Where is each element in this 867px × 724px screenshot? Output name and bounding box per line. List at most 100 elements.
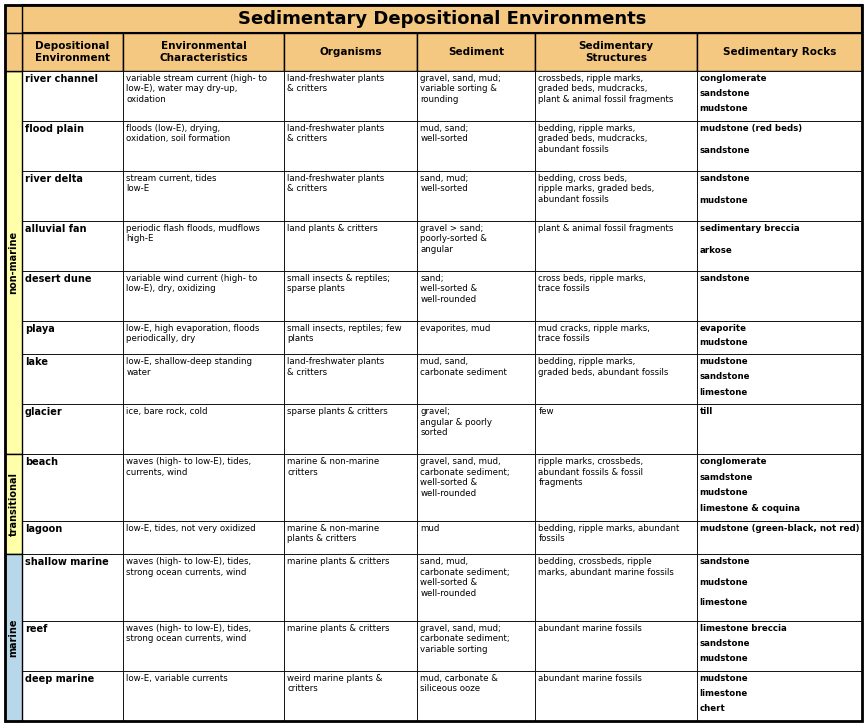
Text: sandstone: sandstone xyxy=(700,89,750,98)
Bar xyxy=(696,121,862,171)
Bar xyxy=(22,5,862,33)
Bar xyxy=(123,171,284,221)
Text: mudstone (green-black, not red): mudstone (green-black, not red) xyxy=(700,524,859,533)
Text: abundant marine fossils: abundant marine fossils xyxy=(538,624,642,633)
Text: mudstone: mudstone xyxy=(700,578,748,586)
Bar xyxy=(123,33,284,71)
Bar xyxy=(123,455,284,521)
Bar xyxy=(536,521,696,555)
Text: land-freshwater plants
& critters: land-freshwater plants & critters xyxy=(287,174,385,193)
Text: beach: beach xyxy=(25,458,58,467)
Text: evaporites, mud: evaporites, mud xyxy=(420,324,491,333)
Text: samdstone: samdstone xyxy=(700,473,753,482)
Text: low-E, tides, not very oxidized: low-E, tides, not very oxidized xyxy=(126,524,256,533)
Text: marine plants & critters: marine plants & critters xyxy=(287,557,390,566)
Bar xyxy=(417,621,536,671)
Text: mud, sand,
carbonate sediment: mud, sand, carbonate sediment xyxy=(420,358,507,376)
Bar xyxy=(696,71,862,121)
Bar xyxy=(22,404,123,455)
Bar xyxy=(536,121,696,171)
Bar xyxy=(123,621,284,671)
Text: sandstone: sandstone xyxy=(700,274,750,283)
Bar xyxy=(536,33,696,71)
Text: low-E, shallow-deep standing
water: low-E, shallow-deep standing water xyxy=(126,358,252,376)
Text: crossbeds, ripple marks,
graded beds, mudcracks,
plant & animal fossil fragments: crossbeds, ripple marks, graded beds, mu… xyxy=(538,74,674,104)
Text: ripple marks, crossbeds,
abundant fossils & fossil
fragments: ripple marks, crossbeds, abundant fossil… xyxy=(538,458,643,487)
Bar xyxy=(123,671,284,721)
Text: sand, mud;
well-sorted: sand, mud; well-sorted xyxy=(420,174,468,193)
Text: waves (high- to low-E), tides,
currents, wind: waves (high- to low-E), tides, currents,… xyxy=(126,458,251,476)
Bar xyxy=(536,271,696,321)
Text: marine plants & critters: marine plants & critters xyxy=(287,624,390,633)
Bar xyxy=(22,171,123,221)
Bar xyxy=(123,271,284,321)
Bar xyxy=(22,354,123,404)
Text: small insects, reptiles; few
plants: small insects, reptiles; few plants xyxy=(287,324,402,343)
Bar xyxy=(696,33,862,71)
Bar xyxy=(417,221,536,271)
Bar xyxy=(696,621,862,671)
Text: deep marine: deep marine xyxy=(25,674,95,684)
Bar xyxy=(123,521,284,555)
Text: chert: chert xyxy=(700,704,726,713)
Bar xyxy=(284,404,417,455)
Text: lagoon: lagoon xyxy=(25,524,62,534)
Bar xyxy=(417,455,536,521)
Text: waves (high- to low-E), tides,
strong ocean currents, wind: waves (high- to low-E), tides, strong oc… xyxy=(126,624,251,644)
Bar xyxy=(284,271,417,321)
Bar xyxy=(696,221,862,271)
Bar xyxy=(696,404,862,455)
Bar xyxy=(5,71,22,455)
Text: playa: playa xyxy=(25,324,55,334)
Bar xyxy=(696,354,862,404)
Bar xyxy=(536,404,696,455)
Bar xyxy=(5,555,22,721)
Bar xyxy=(284,354,417,404)
Bar xyxy=(123,321,284,354)
Bar xyxy=(417,271,536,321)
Text: abundant marine fossils: abundant marine fossils xyxy=(538,674,642,683)
Text: conglomerate: conglomerate xyxy=(700,74,767,83)
Bar xyxy=(5,5,22,33)
Bar xyxy=(417,121,536,171)
Text: land plants & critters: land plants & critters xyxy=(287,224,378,233)
Text: bedding, ripple marks,
graded beds, abundant fossils: bedding, ripple marks, graded beds, abun… xyxy=(538,358,668,376)
Text: marine & non-marine
plants & critters: marine & non-marine plants & critters xyxy=(287,524,380,544)
Text: non-marine: non-marine xyxy=(9,231,18,294)
Text: plant & animal fossil fragments: plant & animal fossil fragments xyxy=(538,224,674,233)
Text: variable wind current (high- to
low-E), dry, oxidizing: variable wind current (high- to low-E), … xyxy=(126,274,257,293)
Bar xyxy=(536,354,696,404)
Bar xyxy=(696,555,862,621)
Bar xyxy=(417,171,536,221)
Text: sedimentary breccia: sedimentary breccia xyxy=(700,224,799,233)
Bar xyxy=(22,521,123,555)
Text: land-freshwater plants
& critters: land-freshwater plants & critters xyxy=(287,124,385,143)
Bar xyxy=(696,521,862,555)
Bar xyxy=(284,33,417,71)
Text: bedding, crossbeds, ripple
marks, abundant marine fossils: bedding, crossbeds, ripple marks, abunda… xyxy=(538,557,675,577)
Text: desert dune: desert dune xyxy=(25,274,92,284)
Text: sandstone: sandstone xyxy=(700,372,750,382)
Bar xyxy=(22,455,123,521)
Bar xyxy=(536,455,696,521)
Text: bedding, cross beds,
ripple marks, graded beds,
abundant fossils: bedding, cross beds, ripple marks, grade… xyxy=(538,174,655,203)
Text: Organisms: Organisms xyxy=(319,47,382,57)
Text: sandstone: sandstone xyxy=(700,557,750,566)
Text: lake: lake xyxy=(25,358,48,367)
Bar xyxy=(284,71,417,121)
Text: sandstone: sandstone xyxy=(700,174,750,183)
Text: sparse plants & critters: sparse plants & critters xyxy=(287,408,388,416)
Bar xyxy=(123,71,284,121)
Text: Sedimentary
Structures: Sedimentary Structures xyxy=(578,41,654,63)
Bar xyxy=(123,404,284,455)
Text: land-freshwater plants
& critters: land-freshwater plants & critters xyxy=(287,74,385,93)
Bar xyxy=(696,671,862,721)
Text: river channel: river channel xyxy=(25,74,98,84)
Text: mudstone: mudstone xyxy=(700,674,748,683)
Bar xyxy=(536,171,696,221)
Text: reef: reef xyxy=(25,624,48,634)
Text: few: few xyxy=(538,408,554,416)
Text: floods (low-E), drying,
oxidation, soil formation: floods (low-E), drying, oxidation, soil … xyxy=(126,124,231,143)
Bar xyxy=(417,404,536,455)
Text: Environmental
Characteristics: Environmental Characteristics xyxy=(160,41,248,63)
